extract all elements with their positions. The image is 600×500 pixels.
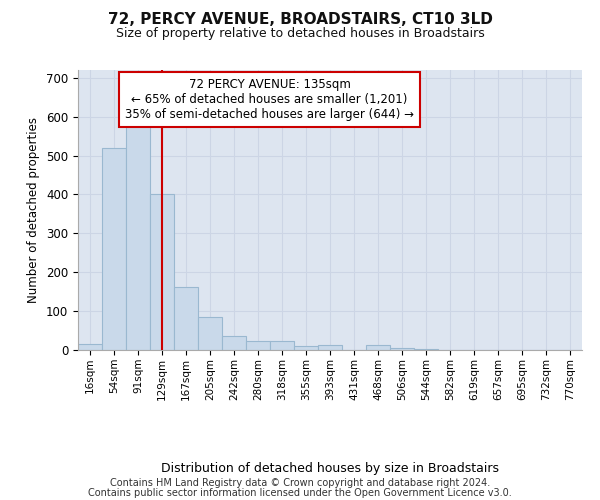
Bar: [319, 346, 341, 350]
Bar: [175, 286, 197, 350]
Bar: [127, 124, 149, 350]
Text: 72, PERCY AVENUE, BROADSTAIRS, CT10 3LD: 72, PERCY AVENUE, BROADSTAIRS, CT10 3LD: [107, 12, 493, 28]
Bar: [415, 349, 437, 350]
Bar: [391, 348, 413, 350]
Text: 72 PERCY AVENUE: 135sqm
← 65% of detached houses are smaller (1,201)
35% of semi: 72 PERCY AVENUE: 135sqm ← 65% of detache…: [125, 78, 414, 122]
Bar: [223, 336, 245, 350]
X-axis label: Distribution of detached houses by size in Broadstairs: Distribution of detached houses by size …: [161, 462, 499, 475]
Bar: [199, 317, 221, 350]
Bar: [295, 346, 317, 350]
Text: Size of property relative to detached houses in Broadstairs: Size of property relative to detached ho…: [116, 28, 484, 40]
Bar: [271, 340, 293, 350]
Text: Contains public sector information licensed under the Open Government Licence v3: Contains public sector information licen…: [88, 488, 512, 498]
Bar: [151, 194, 173, 350]
Text: Contains HM Land Registry data © Crown copyright and database right 2024.: Contains HM Land Registry data © Crown c…: [110, 478, 490, 488]
Y-axis label: Number of detached properties: Number of detached properties: [28, 117, 40, 303]
Bar: [103, 148, 125, 350]
Bar: [367, 346, 389, 350]
Bar: [247, 342, 269, 350]
Bar: [79, 344, 101, 350]
